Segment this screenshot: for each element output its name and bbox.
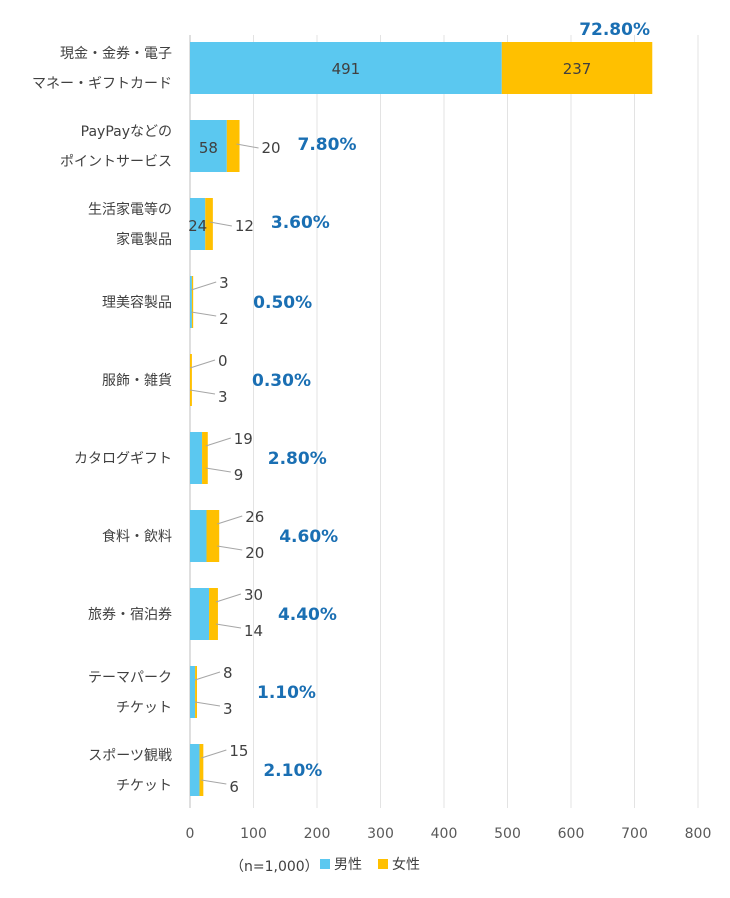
bar-female <box>195 666 197 718</box>
leader-line <box>205 437 231 447</box>
x-tick-label: 200 <box>304 826 331 842</box>
category-label: 食料・飲料 <box>102 528 172 545</box>
bar-male <box>190 120 227 172</box>
data-label-male: 3 <box>219 274 229 292</box>
data-label-female: 6 <box>229 778 239 796</box>
percent-label: 0.30% <box>252 371 311 391</box>
bar-male <box>190 666 196 718</box>
data-label-female: 237 <box>563 60 592 78</box>
leader-line <box>201 779 227 785</box>
x-tick-label: 300 <box>367 826 394 842</box>
bar-female <box>190 354 192 406</box>
bar-female <box>206 510 220 562</box>
category-label: テーマパーク <box>88 670 172 686</box>
category-label: 理美容製品 <box>102 294 172 311</box>
category-label: ポイントサービス <box>60 154 172 170</box>
data-label-male: 0 <box>218 352 228 370</box>
category-label: 現金・金券・電子 <box>60 46 172 62</box>
x-tick-label: 100 <box>240 826 267 842</box>
data-label-female: 20 <box>262 139 281 157</box>
bar-male <box>190 744 200 796</box>
leader-line <box>209 221 232 227</box>
data-label-male: 19 <box>234 430 253 448</box>
category-label: 家電製品 <box>116 231 172 248</box>
data-label-female: 12 <box>235 217 254 235</box>
percent-label: 72.80% <box>579 20 650 40</box>
data-label-male: 8 <box>223 664 233 682</box>
leader-line <box>217 515 243 525</box>
data-label-male: 26 <box>245 508 264 526</box>
legend-swatch-female <box>378 859 388 869</box>
data-label-female: 3 <box>218 388 228 406</box>
bar-male <box>190 198 206 250</box>
percent-label: 1.10% <box>257 683 316 703</box>
bar-female <box>501 42 653 94</box>
bar-female <box>205 198 213 250</box>
bar-male <box>190 432 203 484</box>
leader-line <box>215 593 242 603</box>
data-label-female: 3 <box>223 700 233 718</box>
leader-line <box>236 143 259 149</box>
x-tick-label: 0 <box>186 826 195 842</box>
category-label: 旅券・宿泊券 <box>88 606 172 623</box>
legend-swatch-male <box>320 859 330 869</box>
bar-male <box>190 276 192 328</box>
leader-line <box>189 359 216 369</box>
category-label: スポーツ観戦 <box>88 747 172 764</box>
data-label-male: 58 <box>199 139 218 157</box>
data-label-female: 2 <box>219 310 229 328</box>
bar-male <box>190 510 207 562</box>
data-label-female: 9 <box>234 466 244 484</box>
leader-line <box>189 389 216 395</box>
percent-label: 7.80% <box>298 135 357 155</box>
data-label-female: 20 <box>245 544 264 562</box>
bar-male <box>190 588 210 640</box>
category-label: カタログギフト <box>74 451 172 467</box>
category-label: 生活家電等の <box>88 201 172 218</box>
percent-label: 4.60% <box>279 527 338 547</box>
legend-label-female: 女性 <box>392 856 420 873</box>
leader-line <box>194 671 221 681</box>
bar-female <box>199 744 204 796</box>
sample-size-note: （n=1,000） <box>230 859 319 875</box>
x-tick-label: 800 <box>685 826 712 842</box>
leader-line <box>205 467 231 473</box>
data-label-female: 14 <box>244 622 263 640</box>
leader-line <box>191 311 217 317</box>
leader-line <box>201 749 227 759</box>
category-label: チケット <box>116 700 172 716</box>
percent-label: 2.80% <box>268 449 327 469</box>
x-tick-label: 500 <box>494 826 521 842</box>
data-label-male: 491 <box>332 60 361 78</box>
legend-label-male: 男性 <box>334 857 362 873</box>
category-label: マネー・ギフトカード <box>32 76 172 92</box>
bar-female <box>209 588 218 640</box>
percent-label: 2.10% <box>263 761 322 781</box>
data-label-male: 24 <box>188 217 207 235</box>
leader-line <box>194 701 221 707</box>
x-tick-label: 600 <box>558 826 585 842</box>
percent-label: 4.40% <box>278 605 337 625</box>
leader-line <box>215 623 242 629</box>
data-label-male: 15 <box>229 742 248 760</box>
percent-label: 0.50% <box>253 293 312 313</box>
x-tick-label: 400 <box>431 826 458 842</box>
leader-line <box>217 545 243 551</box>
data-label-male: 30 <box>244 586 263 604</box>
x-tick-label: 700 <box>621 826 648 842</box>
bar-female <box>202 432 208 484</box>
category-label: チケット <box>116 778 172 794</box>
bar-female <box>226 120 240 172</box>
category-label: 服飾・雑貨 <box>102 372 172 389</box>
bar-male <box>190 42 502 94</box>
bar-female <box>191 276 194 328</box>
leader-line <box>191 281 217 291</box>
percent-label: 3.60% <box>271 213 330 233</box>
category-label: PayPayなどの <box>81 124 172 140</box>
